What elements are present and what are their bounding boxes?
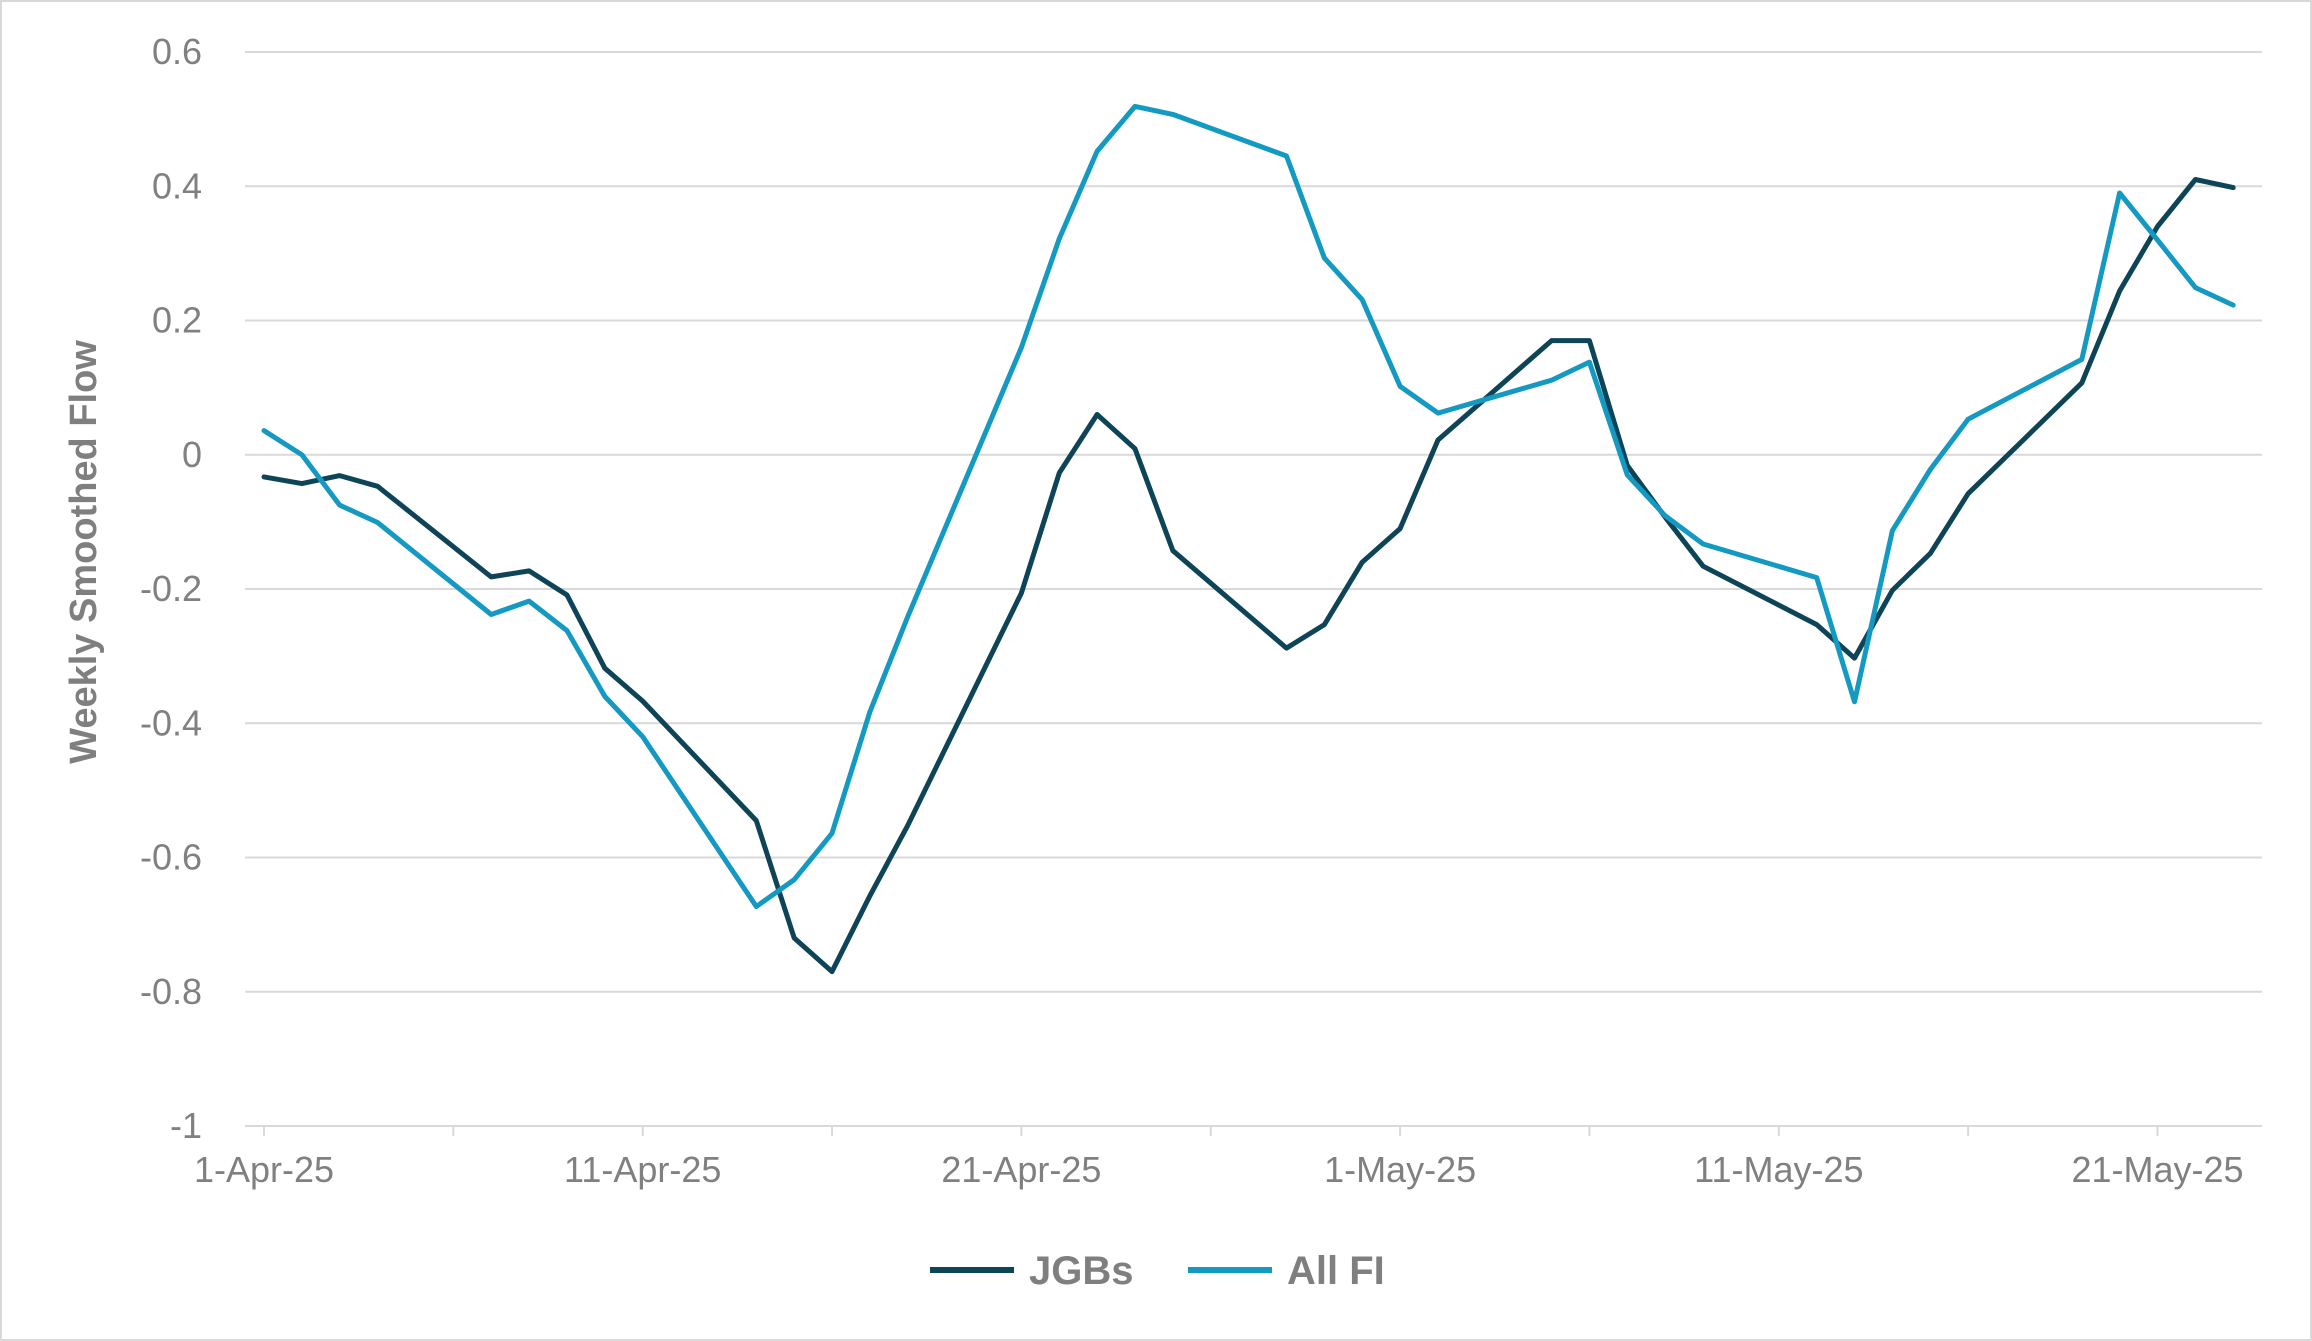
gridlines [245,51,2262,1127]
series-line-all-fi [261,103,2236,909]
legend: JGBs All FI [930,1249,1385,1293]
series-line-jgbs [261,177,2236,975]
x-tick-label: 11-Apr-25 [564,1149,721,1190]
x-tick-label: 1-May-25 [1324,1149,1476,1190]
x-tick-label: 21-Apr-25 [941,1149,1101,1190]
series-lines [261,103,2236,975]
x-tick-label: 11-May-25 [1694,1149,1863,1190]
y-tick-label: -0.8 [140,971,202,1012]
y-tick-label: 0.6 [152,31,202,72]
y-tick-label: -0.6 [140,837,202,878]
x-tick-label: 1-Apr-25 [194,1149,334,1190]
y-tick-label: -0.2 [140,568,202,609]
y-tick-label: 0.2 [152,300,202,341]
y-tick-label: -1 [170,1105,202,1146]
y-axis: 0.6 0.4 0.2 0 -0.2 -0.4 -0.6 -0.8 -1 [140,31,202,1146]
legend-label: All FI [1287,1249,1385,1293]
y-tick-label: 0 [182,434,202,475]
y-tick-label: -0.4 [140,702,202,743]
x-tick-label: 21-May-25 [2071,1149,2243,1190]
x-axis: 1-Apr-25 11-Apr-25 21-Apr-25 1-May-25 11-May… [194,1126,2244,1190]
y-tick-label: 0.4 [152,165,202,206]
y-axis-title: Weekly Smoothed Flow [63,340,105,764]
legend-label: JGBs [1029,1249,1134,1293]
